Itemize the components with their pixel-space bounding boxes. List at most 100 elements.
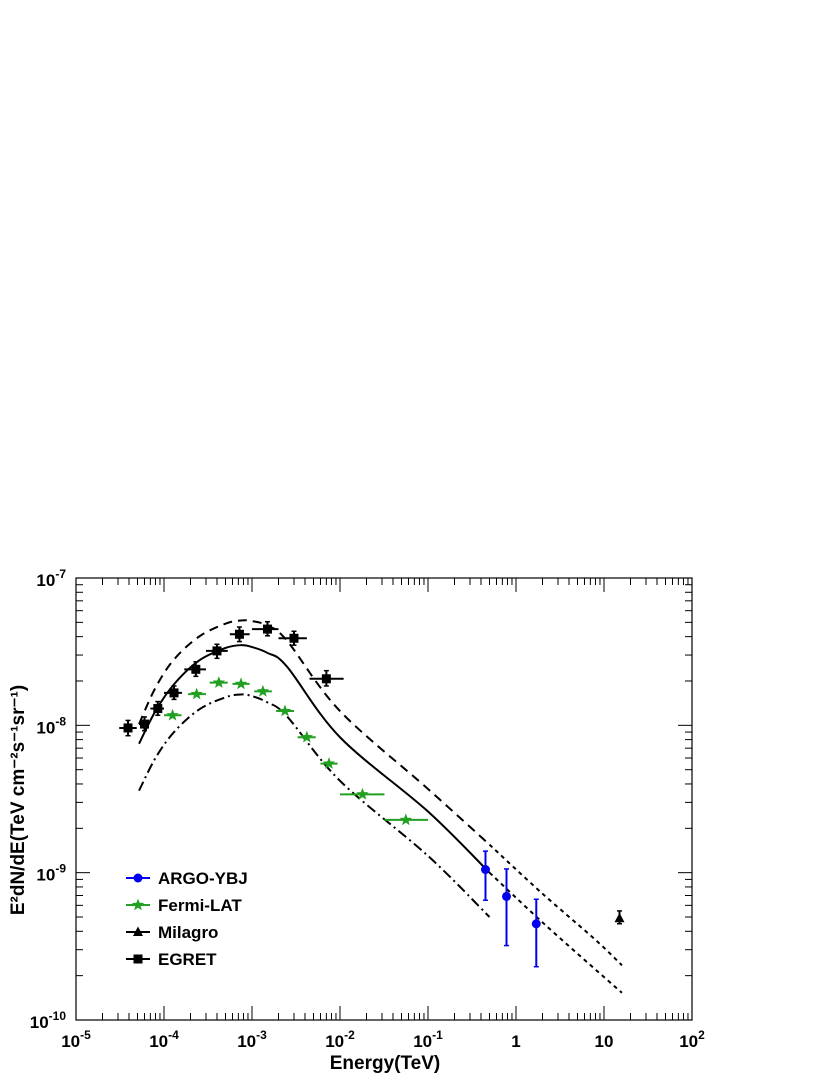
point-marker (169, 688, 179, 698)
point-marker (262, 624, 272, 634)
y-tick-exp: -7 (55, 567, 66, 581)
legend-label: Fermi-LAT (158, 896, 242, 915)
x-tick-exp: -2 (344, 1028, 355, 1042)
axes: 10-5 10-4 10-3 10-2 10-1 1 10 10210-1010-910-81… (30, 567, 705, 1051)
point-marker (166, 708, 179, 721)
model-curve-dashed (138, 619, 491, 846)
data-point (297, 730, 316, 743)
y-tick-base: 10 (36, 571, 55, 590)
x-tick-exp: -4 (168, 1028, 179, 1042)
x-tick-label: 10-2 (325, 1028, 355, 1051)
data-point (254, 684, 272, 697)
y-tick-label: 10-10 (30, 1009, 67, 1032)
legend: ARGO-YBJ Fermi-LAT Milagro EGRET (126, 869, 248, 969)
model-curve-dotted (488, 843, 623, 967)
x-tick-label: 1 (511, 1032, 520, 1051)
point-marker (480, 865, 490, 875)
x-tick-base: 10 (61, 1032, 80, 1051)
data-point (276, 704, 294, 717)
x-tick-exp: -3 (256, 1028, 267, 1042)
y-tick-base: 10 (36, 866, 55, 885)
point-marker (321, 674, 331, 684)
data-point (184, 661, 206, 678)
x-tick-label-text: 10-4 (149, 1028, 179, 1051)
point-marker (234, 629, 244, 639)
x-tick-label-text: 10-3 (237, 1028, 267, 1051)
x-tick-label-text: 10-1 (413, 1028, 443, 1051)
x-tick-base: 10 (237, 1032, 256, 1051)
model-curves (138, 619, 623, 994)
y-tick-label: 10-7 (36, 567, 66, 590)
data-point (119, 719, 137, 737)
data-point (252, 620, 279, 637)
data-point (502, 868, 512, 947)
data-point (531, 898, 541, 968)
point-marker (614, 912, 625, 923)
point-marker (278, 704, 292, 717)
x-tick-exp: -5 (80, 1028, 91, 1042)
y-tick-exp: -8 (55, 714, 66, 728)
legend-marker (133, 954, 143, 964)
x-tick-base: 10 (413, 1032, 432, 1051)
legend-marker (133, 926, 143, 936)
y-tick-exp: -9 (55, 862, 66, 876)
point-marker (123, 723, 133, 733)
data-point (614, 910, 625, 925)
x-tick-label: 10 (595, 1032, 614, 1051)
model-curve-dotted (488, 871, 623, 994)
point-marker (289, 633, 299, 643)
legend-entry-fermi-lat: Fermi-LAT (126, 896, 242, 915)
data-points (119, 620, 625, 968)
x-tick-base: 10 (149, 1032, 168, 1051)
legend-label: Milagro (158, 923, 218, 942)
point-marker (212, 646, 222, 656)
x-tick-base: 10 (595, 1032, 614, 1051)
x-tick-label: 10-1 (413, 1028, 443, 1051)
point-marker (212, 676, 226, 688)
x-tick-exp: -1 (432, 1028, 443, 1042)
data-point (229, 626, 250, 643)
data-point (164, 685, 182, 701)
data-point (278, 630, 307, 646)
point-marker (300, 730, 314, 743)
series-milagro (614, 910, 625, 925)
point-marker (356, 787, 369, 800)
plot-frame (75, 577, 693, 1021)
legend-entry-egret: EGRET (126, 950, 217, 969)
point-marker (234, 677, 248, 690)
point-marker (502, 891, 512, 901)
data-point (188, 687, 206, 700)
y-axis-title: E²dN/dE(TeV cm⁻²s⁻¹sr⁻¹) (8, 685, 29, 915)
x-tick-base: 10 (679, 1032, 698, 1051)
data-point (139, 716, 150, 732)
x-tick-base: 1 (511, 1032, 520, 1051)
y-tick-base: 10 (30, 1013, 49, 1032)
legend-label: ARGO-YBJ (158, 869, 248, 888)
legend-entry-milagro: Milagro (126, 923, 218, 942)
data-point (150, 700, 164, 717)
x-tick-label-text: 10-2 (325, 1028, 355, 1051)
point-marker (531, 919, 541, 929)
x-tick-label: 10-4 (149, 1028, 179, 1051)
point-marker (190, 687, 203, 700)
data-point (320, 757, 338, 769)
plot-area (75, 577, 693, 1021)
data-point (384, 813, 428, 826)
data-point (232, 677, 250, 690)
legend-marker (131, 898, 145, 911)
point-marker (139, 719, 149, 729)
y-tick-exp: -10 (49, 1009, 67, 1023)
legend-marker (133, 873, 143, 883)
series-egret (119, 620, 344, 737)
x-tick-label: 10-5 (61, 1028, 91, 1051)
legend-entry-argo-ybj: ARGO-YBJ (126, 869, 248, 888)
series-argo-ybj (480, 850, 541, 968)
x-tick-base: 10 (325, 1032, 344, 1051)
model-curve-dashdot (138, 693, 491, 918)
x-tick-exp: 2 (698, 1028, 705, 1042)
x-tick-label-text: 1 (511, 1032, 520, 1051)
x-tick-label: 102 (679, 1028, 705, 1051)
model-curve-solid (138, 644, 491, 874)
legend-label: EGRET (158, 950, 217, 969)
